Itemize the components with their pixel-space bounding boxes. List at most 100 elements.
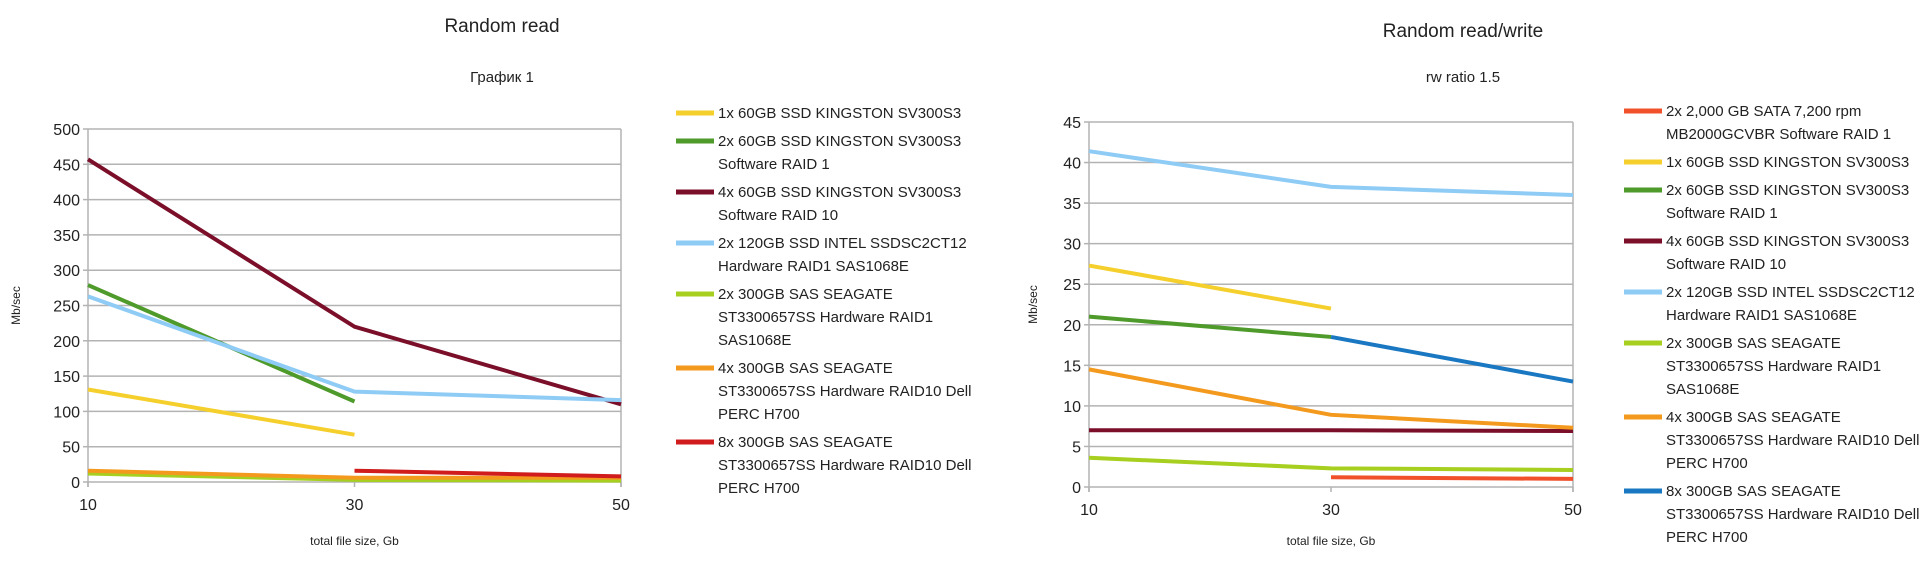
series-line — [87, 387, 355, 437]
y-tick-label: 250 — [53, 299, 80, 316]
legend-item: 8x 300GB SAS SEAGATE ST3300657SS Hardware… — [1624, 483, 1919, 546]
legend-label: PERC H700 — [1666, 529, 1748, 546]
x-tick-label: 30 — [1322, 502, 1340, 519]
legend-label: 2x 120GB SSD INTEL SSDSC2CT12 — [718, 235, 967, 252]
y-tick-label: 100 — [53, 404, 80, 421]
legend-label: SAS1068E — [718, 332, 791, 349]
legend-item: 2x 60GB SSD KINGSTON SV300S3 Software RAI… — [676, 133, 961, 173]
legend-label: 4x 300GB SAS SEAGATE — [718, 360, 893, 377]
x-tick-label: 10 — [79, 497, 97, 514]
chart-1: Random read График 1 total file size, Gb Mb… — [9, 16, 971, 548]
legend-label: PERC H700 — [1666, 455, 1748, 472]
y-tick-label: 5 — [1072, 439, 1081, 456]
legend-item: 4x 60GB SSD KINGSTON SV300S3 Software RAI… — [676, 184, 961, 224]
legend-item: 1x 60GB SSD KINGSTON SV300S3 — [676, 105, 961, 122]
y-tick-label: 25 — [1063, 277, 1081, 294]
legend-item: 1x 60GB SSD KINGSTON SV300S3 — [1624, 154, 1909, 171]
chart-subtitle: График 1 — [470, 69, 534, 86]
legend-label: ST3300657SS Hardware RAID10 Dell — [1666, 432, 1919, 449]
x-axis-label: total file size, Gb — [1287, 534, 1376, 548]
legend-item: 4x 60GB SSD KINGSTON SV300S3 Software RAI… — [1624, 233, 1909, 273]
legend-label: 4x 60GB SSD KINGSTON SV300S3 — [718, 184, 961, 201]
legend-label: ST3300657SS Hardware RAID10 Dell — [718, 457, 971, 474]
y-tick-label: 15 — [1063, 358, 1081, 375]
x-axis-label: total file size, Gb — [310, 534, 399, 548]
legend-label: 1x 60GB SSD KINGSTON SV300S3 — [1666, 154, 1909, 171]
y-axis-label: Mb/sec — [9, 286, 23, 325]
y-tick-label: 40 — [1063, 156, 1081, 173]
legend-label: Hardware RAID1 SAS1068E — [1666, 307, 1857, 324]
y-tick-label: 50 — [62, 440, 80, 457]
legend-label: ST3300657SS Hardware RAID1 — [1666, 358, 1881, 375]
legend-label: SAS1068E — [1666, 381, 1739, 398]
y-tick-label: 30 — [1063, 237, 1081, 254]
y-axis-label: Mb/sec — [1026, 285, 1040, 324]
y-tick-label: 45 — [1063, 115, 1081, 132]
legend-label: Software RAID 1 — [1666, 205, 1778, 222]
series-line — [1088, 314, 1332, 339]
y-tick-label: 150 — [53, 369, 80, 386]
legend-label: ST3300657SS Hardware RAID10 Dell — [1666, 506, 1919, 523]
chart-title: Random read — [444, 16, 559, 37]
legend-label: Software RAID 10 — [1666, 256, 1786, 273]
legend-item: 8x 300GB SAS SEAGATE ST3300657SS Hardware… — [676, 434, 971, 497]
series-line — [87, 471, 622, 483]
y-tick-label: 400 — [53, 193, 80, 210]
y-tick-label: 200 — [53, 334, 80, 351]
legend-label: 4x 300GB SAS SEAGATE — [1666, 409, 1841, 426]
y-tick-label: 500 — [53, 122, 80, 139]
y-tick-label: 20 — [1063, 318, 1081, 335]
y-tick-label: 0 — [71, 475, 80, 492]
series-line — [87, 468, 621, 480]
chart-title: Random read/write — [1383, 21, 1544, 42]
y-tick-label: 350 — [53, 228, 80, 245]
legend-label: 4x 60GB SSD KINGSTON SV300S3 — [1666, 233, 1909, 250]
legend-item: 2x 300GB SAS SEAGATE ST3300657SS Hardware… — [1624, 335, 1881, 398]
series-line — [86, 157, 622, 407]
series-line — [354, 468, 622, 479]
y-tick-label: 300 — [53, 263, 80, 280]
legend-label: 2x 120GB SSD INTEL SSDSC2CT12 — [1666, 284, 1915, 301]
legend-label: Software RAID 10 — [718, 207, 838, 224]
chart-2: Random read/write rw ratio 1.5 total file … — [1026, 21, 1919, 548]
legend-label: 2x 2,000 GB SATA 7,200 rpm — [1666, 103, 1861, 120]
legend-label: ST3300657SS Hardware RAID10 Dell — [718, 383, 971, 400]
legend-label: MB2000GCVBR Software RAID 1 — [1666, 126, 1891, 143]
y-tick-label: 10 — [1063, 399, 1081, 416]
legend-label: Software RAID 1 — [718, 156, 830, 173]
legend-label: 2x 60GB SSD KINGSTON SV300S3 — [718, 133, 961, 150]
legend-label: PERC H700 — [718, 406, 800, 423]
legend-label: 1x 60GB SSD KINGSTON SV300S3 — [718, 105, 961, 122]
legend-label: Hardware RAID1 SAS1068E — [718, 258, 909, 275]
legend-item: 2x 2,000 GB SATA 7,200 rpm MB2000GCVBR So… — [1624, 103, 1891, 143]
legend-item: 2x 60GB SSD KINGSTON SV300S3 Software RAI… — [1624, 182, 1909, 222]
legend-label: 8x 300GB SAS SEAGATE — [718, 434, 893, 451]
legend-label: 2x 300GB SAS SEAGATE — [1666, 335, 1841, 352]
y-tick-label: 0 — [1072, 480, 1081, 497]
legend-label: PERC H700 — [718, 480, 800, 497]
series-line — [1330, 334, 1574, 384]
legend-item: 2x 300GB SAS SEAGATE ST3300657SS Hardware… — [676, 286, 933, 349]
chart-subtitle: rw ratio 1.5 — [1426, 69, 1500, 86]
series-line — [1088, 455, 1574, 472]
series-line — [1088, 149, 1574, 197]
legend-item: 4x 300GB SAS SEAGATE ST3300657SS Hardware… — [676, 360, 971, 423]
legend-item: 2x 120GB SSD INTEL SSDSC2CT12 Hardware RA… — [1624, 284, 1915, 324]
x-tick-label: 50 — [612, 497, 630, 514]
y-tick-label: 35 — [1063, 196, 1081, 213]
series-line — [1088, 263, 1332, 311]
x-tick-label: 30 — [346, 497, 364, 514]
legend-label: 2x 60GB SSD KINGSTON SV300S3 — [1666, 182, 1909, 199]
legend-item: 4x 300GB SAS SEAGATE ST3300657SS Hardware… — [1624, 409, 1919, 472]
y-tick-label: 450 — [53, 157, 80, 174]
legend-label: 8x 300GB SAS SEAGATE — [1666, 483, 1841, 500]
series-line — [1330, 475, 1574, 481]
series-line — [1089, 428, 1574, 434]
series-line — [87, 294, 622, 403]
legend-label: 2x 300GB SAS SEAGATE — [718, 286, 893, 303]
series-line — [1088, 367, 1574, 430]
x-tick-label: 10 — [1080, 502, 1098, 519]
legend-item: 2x 120GB SSD INTEL SSDSC2CT12 Hardware RA… — [676, 235, 967, 275]
